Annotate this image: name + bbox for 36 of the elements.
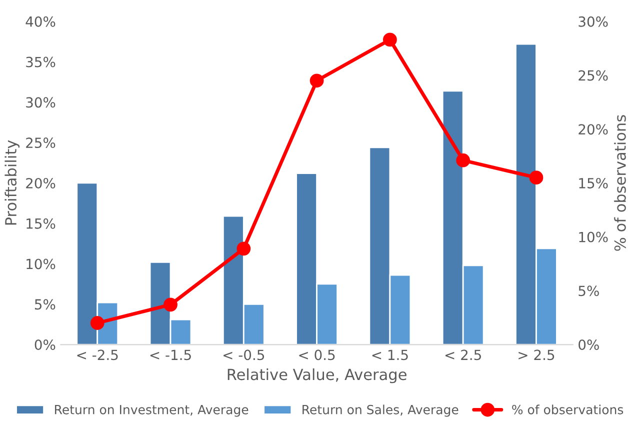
y-tick-label: 0%: [34, 340, 56, 350]
point: [310, 74, 324, 88]
x-tick-label: < 0.5: [299, 350, 335, 360]
point: [236, 242, 251, 256]
x-tick-label: < -2.5: [77, 350, 118, 360]
y2-tick-label: 15%: [579, 178, 608, 188]
y-tick-label: 35%: [26, 56, 56, 68]
x-tick-label: < 1.5: [372, 350, 408, 360]
legend-label: % of observations: [512, 404, 624, 414]
y-tick-label: 20%: [26, 178, 56, 188]
point: [164, 298, 178, 312]
x-tick-label: < 2.5: [445, 350, 481, 360]
y2-axis-title: % of observations: [614, 115, 626, 251]
y2-tick-label: 10%: [579, 232, 608, 242]
y2-tick-label: 25%: [578, 70, 608, 81]
y2-tick-label: 30%: [578, 16, 608, 27]
y2-tick-label: 20%: [578, 124, 608, 135]
y-tick-label: 10%: [26, 258, 56, 270]
x-tick-label: > 2.5: [518, 350, 554, 360]
legend-label: Return on Sales, Average: [302, 404, 458, 417]
x-tick-label: < -0.5: [224, 350, 264, 360]
y2-tick-label: 5%: [578, 286, 599, 296]
y-tick-label: 5%: [34, 299, 56, 310]
x-tick-label: < -1.5: [150, 350, 191, 360]
y-tick-label: 30%: [26, 97, 56, 108]
y-tick-label: 15%: [26, 218, 56, 229]
y-tick-label: 40%: [26, 16, 56, 27]
x-axis-title: Relative Value, Average: [228, 368, 406, 384]
point: [529, 170, 544, 185]
point: [90, 316, 104, 330]
y2-tick-label: 0%: [578, 340, 599, 350]
y-axis-title: Proiftability: [4, 140, 20, 225]
y-tick-label: 25%: [26, 138, 56, 148]
legend-label: Return on Investment, Average: [55, 405, 248, 417]
point: [456, 153, 470, 168]
point: [383, 32, 397, 47]
